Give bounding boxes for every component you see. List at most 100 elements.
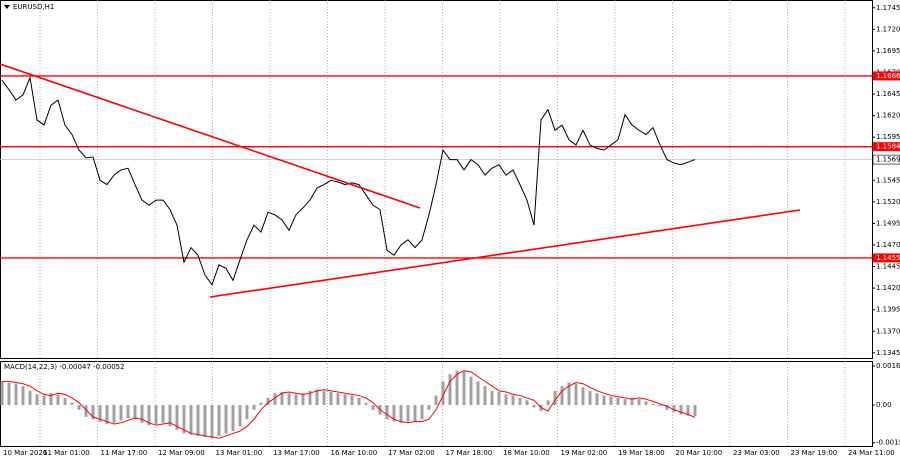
y-tick-label: 1.1370 — [876, 327, 900, 335]
macd-bar — [441, 381, 445, 406]
macd-bar — [56, 394, 60, 406]
x-tick-label: 17 Mar 02:00 — [388, 449, 435, 457]
macd-bar — [189, 405, 193, 435]
macd-bar — [693, 405, 697, 417]
macd-bar — [504, 394, 508, 406]
macd-bar — [203, 405, 207, 438]
x-tick-label: 13 Mar 01:00 — [216, 449, 263, 457]
macd-bar — [686, 405, 690, 416]
macd-bar — [518, 397, 522, 406]
macd-bar — [371, 405, 375, 410]
grid — [39, 0, 846, 446]
macd-bar — [98, 405, 102, 422]
macd-bar — [308, 390, 312, 406]
x-tick-label: 20 Mar 10:00 — [676, 449, 723, 457]
macd-bar — [161, 405, 165, 423]
x-tick-label: 23 Mar 03:00 — [733, 449, 780, 457]
macd-bar — [602, 395, 606, 406]
macd-bar — [266, 397, 270, 406]
macd-bar — [651, 403, 655, 406]
y-tick-label: 1.1745 — [876, 4, 900, 12]
x-tick-label: 10 Mar 2026 — [3, 449, 48, 457]
macd-bar — [497, 392, 501, 406]
macd-bar — [14, 383, 18, 406]
macd-bar — [273, 393, 277, 406]
macd-signal-line — [2, 370, 696, 439]
macd-bar — [679, 405, 683, 415]
macd-bar — [616, 397, 620, 406]
macd-title: MACD(14,22,3) -0.00047 -0.00052 — [4, 363, 125, 371]
macd-bar — [245, 405, 249, 420]
macd-bar — [238, 405, 242, 427]
macd-bar — [420, 405, 424, 420]
macd-bar — [574, 383, 578, 406]
macd-bar — [560, 386, 564, 406]
level-label: 1.1666 — [876, 72, 900, 80]
macd-bar — [630, 397, 634, 406]
macd-bar — [448, 374, 452, 406]
y-tick-label: 1.1520 — [876, 198, 900, 206]
macd-bar — [154, 405, 158, 424]
macd-bar — [301, 393, 305, 406]
macd-bar — [112, 405, 116, 423]
macd-bar — [196, 405, 200, 436]
macd-bar — [350, 395, 354, 406]
macd-bar — [322, 390, 326, 406]
macd-bar — [406, 405, 410, 422]
macd-bar — [665, 405, 669, 410]
level-label-box — [873, 71, 900, 81]
macd-bar — [28, 390, 32, 406]
x-tick-label: 16 Mar 10:00 — [331, 449, 378, 457]
macd-bar — [42, 395, 46, 406]
macd-bar — [7, 382, 11, 406]
macd-bar — [476, 381, 480, 406]
macd-bar — [63, 397, 67, 406]
macd-bar — [0, 381, 4, 406]
macd-bar — [70, 402, 74, 406]
macd-bar — [399, 405, 403, 423]
macd-bar — [588, 390, 592, 406]
macd-bar — [21, 386, 25, 406]
macd-bar — [483, 386, 487, 406]
macd-bar — [105, 405, 109, 424]
x-tick-label: 23 Mar 19:00 — [791, 449, 838, 457]
macd-bar — [658, 405, 662, 407]
macd-bar — [49, 393, 53, 406]
macd-bar — [385, 405, 389, 420]
y-tick-label: 1.1695 — [876, 47, 900, 55]
x-tick-label: 24 Mar 11:00 — [848, 449, 895, 457]
x-tick-label: 11 Mar 01:00 — [43, 449, 90, 457]
macd-bar — [595, 393, 599, 406]
x-tick-label: 11 Mar 17:00 — [101, 449, 148, 457]
macd-bar — [287, 393, 291, 406]
y-tick-label: 1.1620 — [876, 112, 900, 120]
macd-bar — [455, 370, 459, 406]
macd-bar — [84, 405, 88, 417]
macd-bar — [546, 400, 550, 406]
macd-bar — [511, 395, 515, 406]
macd-bar — [280, 392, 284, 406]
level-label: 1.1455 — [876, 254, 900, 262]
y-tick-label: 1.1720 — [876, 25, 900, 33]
macd-bar — [609, 396, 613, 406]
price-panel — [0, 0, 873, 359]
level-label-box — [873, 253, 900, 263]
macd-bar — [175, 405, 179, 430]
macd-bar — [294, 394, 298, 406]
x-tick-label: 18 Mar 10:00 — [503, 449, 550, 457]
level-label-box — [873, 142, 900, 152]
macd-bar — [182, 405, 186, 434]
macd-bar — [364, 402, 368, 406]
y-tick-label: 1.1470 — [876, 241, 900, 249]
macd-bar — [77, 405, 81, 410]
macd-bar — [539, 405, 543, 411]
macd-bar — [469, 376, 473, 406]
y-tick-label: 1.1420 — [876, 284, 900, 292]
macd-bar — [413, 405, 417, 422]
y-tick-label: 1.1645 — [876, 90, 900, 98]
y-tick-label: -0.00159 — [876, 439, 900, 447]
macd-bar — [126, 405, 130, 419]
macd-bar — [168, 405, 172, 427]
macd-bar — [35, 394, 39, 406]
